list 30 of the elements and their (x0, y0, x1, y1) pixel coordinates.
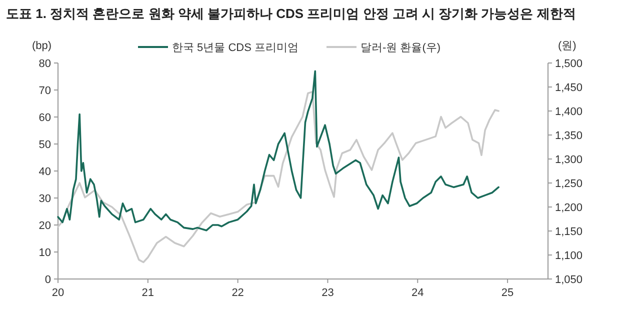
y-tick-label: 0 (44, 274, 51, 286)
y-tick-label: 30 (38, 193, 51, 205)
y-tick-label: 40 (38, 166, 51, 178)
y-tick-label: 60 (38, 112, 51, 124)
y-tick-label: 10 (38, 247, 51, 259)
y2-tick-label: 1,150 (555, 226, 583, 238)
x-tick-label: 23 (322, 287, 334, 299)
y2-tick-label: 1,450 (555, 82, 583, 94)
y-tick-label: 70 (38, 85, 51, 97)
legend-label: 한국 5년물 CDS 프리미엄 (172, 42, 299, 54)
x-tick-label: 20 (52, 287, 64, 299)
x-tick-label: 21 (142, 287, 154, 299)
y2-tick-label: 1,300 (555, 154, 583, 166)
y2-tick-label: 1,200 (555, 202, 583, 214)
y-tick-label: 50 (38, 139, 51, 151)
chart-title: 도표 1. 정치적 혼란으로 원화 약세 불가피하나 CDS 프리미엄 안정 고려 시 장기화 가능성은 제한적 (6, 6, 576, 21)
y2-tick-label: 1,500 (555, 58, 583, 70)
y2-tick-label: 1,400 (555, 106, 583, 118)
x-tick-label: 24 (412, 287, 424, 299)
y2-tick-label: 1,350 (555, 130, 583, 142)
y2-tick-label: 1,100 (555, 250, 583, 262)
legend-label: 달러-원 환율(우) (360, 42, 441, 54)
y2-axis-title: (원) (558, 40, 576, 52)
y2-tick-label: 1,250 (555, 178, 583, 190)
y-tick-label: 20 (38, 220, 51, 232)
x-tick-label: 25 (501, 287, 514, 299)
y-axis-title: (bp) (32, 40, 52, 52)
x-tick-label: 22 (232, 287, 244, 299)
y-tick-label: 80 (38, 58, 51, 70)
y2-tick-label: 1,050 (555, 274, 583, 286)
